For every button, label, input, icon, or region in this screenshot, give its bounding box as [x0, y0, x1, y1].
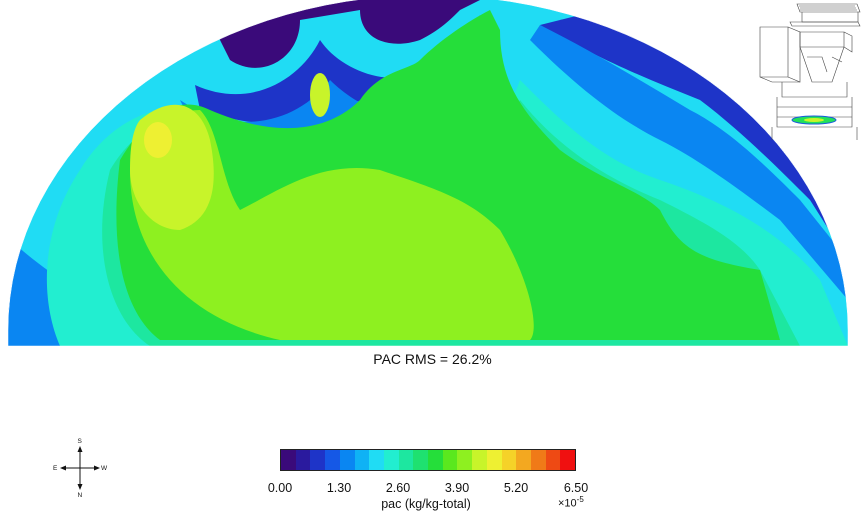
band-blue-right — [530, 25, 848, 300]
colorbar-tick: 6.50 — [563, 481, 589, 495]
colorbar-swatch — [281, 450, 296, 470]
colorbar-tick: 0.00 — [267, 481, 293, 495]
colorbar-tick: 1.30 — [326, 481, 352, 495]
spot-yellow-left — [144, 122, 172, 158]
colorbar-swatch — [442, 450, 458, 470]
spot-lime-top — [310, 73, 330, 117]
rms-caption: PAC RMS = 26.2% — [373, 351, 492, 367]
colorbar-label: pac (kg/kg-total) — [381, 497, 471, 511]
colorbar-swatch — [457, 450, 473, 470]
colorbar-swatch — [530, 450, 546, 470]
colorbar-tick: 2.60 — [385, 481, 411, 495]
colorbar-swatch — [398, 450, 414, 470]
colorbar-tick: 3.90 — [444, 481, 470, 495]
colorbar-swatch — [383, 450, 399, 470]
colorbar-swatch — [354, 450, 370, 470]
colorbar-swatch — [472, 450, 487, 470]
half-disk-outline — [7, 0, 849, 347]
colorbar-scale-factor: ×10-5 — [558, 495, 584, 510]
compass-south-label: S — [77, 438, 82, 445]
colorbar-swatch — [501, 450, 517, 470]
colorbar-tick: 5.20 — [503, 481, 529, 495]
colorbar-swatch — [428, 450, 443, 470]
colorbar-swatch — [295, 450, 311, 470]
compass-rose: S N E W — [50, 438, 110, 500]
compass-arrows-icon — [60, 446, 100, 490]
colorbar-swatch — [516, 450, 531, 470]
compass-east-label: E — [53, 464, 58, 472]
colorbar-swatch — [486, 450, 502, 470]
colorbar-swatch — [310, 450, 326, 470]
band-yellowgreen — [130, 110, 534, 340]
geometry-inset-wireframe — [759, 3, 861, 140]
colorbar-swatch — [413, 450, 429, 470]
contour-plot — [7, 0, 849, 347]
compass-north-label: N — [77, 492, 83, 499]
colorbar-swatch — [369, 450, 384, 470]
compass-west-label: W — [101, 464, 108, 472]
colorbar-swatch — [560, 450, 576, 470]
colorbar-swatch — [545, 450, 561, 470]
colorbar-swatch — [339, 450, 355, 470]
colorbar — [280, 449, 576, 471]
colorbar-swatch — [325, 450, 340, 470]
